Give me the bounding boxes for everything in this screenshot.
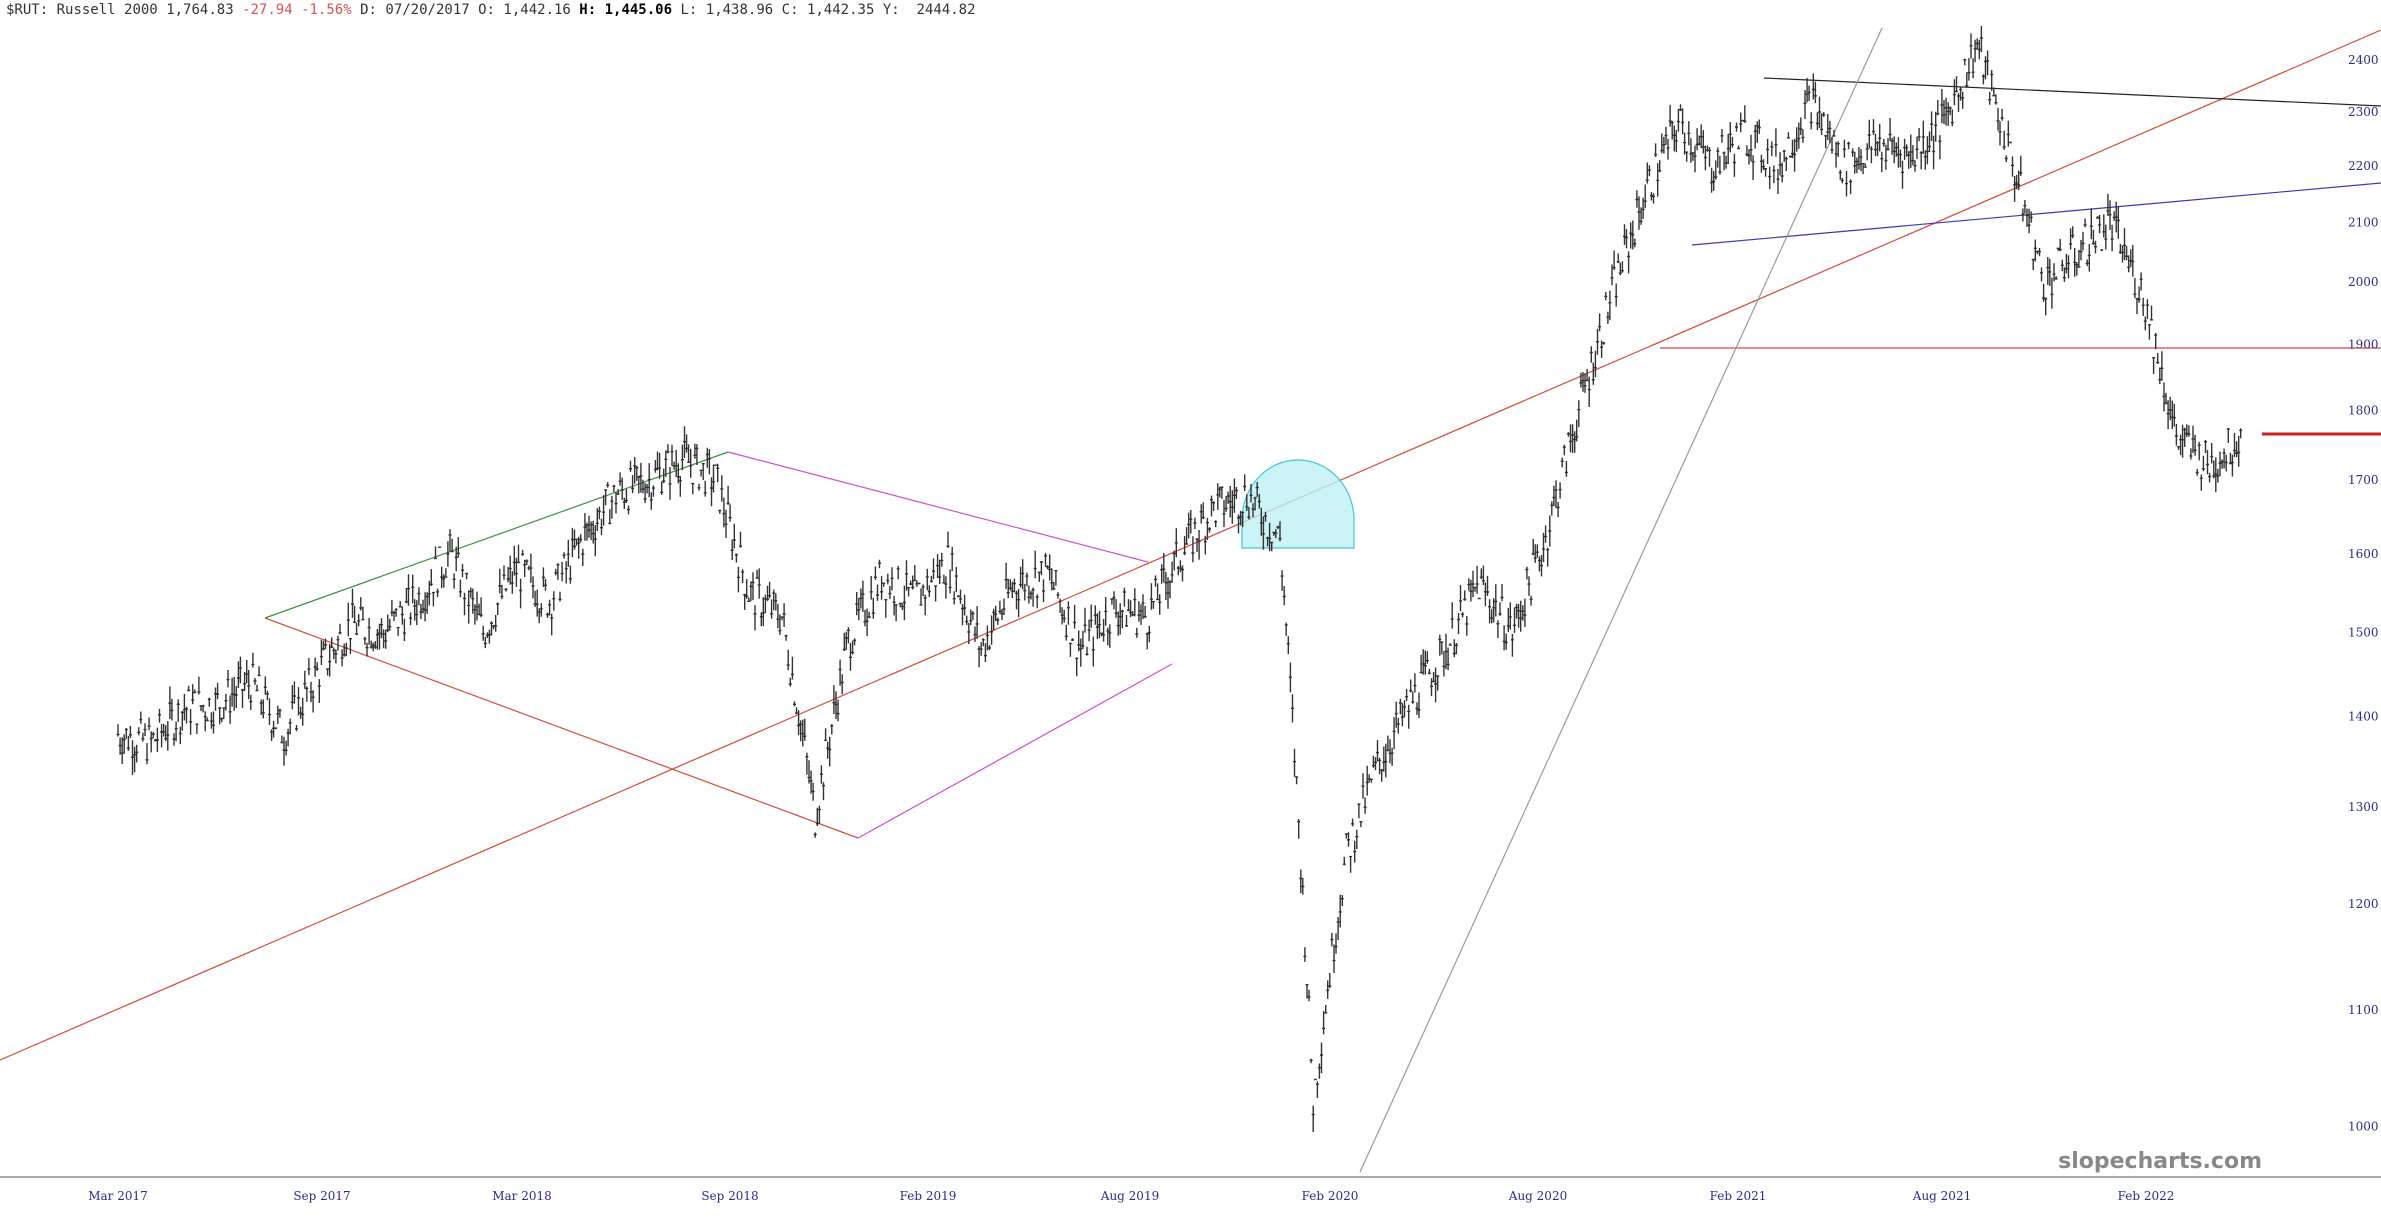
y-label: Y: (882, 2, 900, 18)
y-tick-label: 1600 (2348, 547, 2379, 561)
y-tick-label: 1500 (2348, 625, 2379, 639)
date-label: D: (360, 2, 377, 18)
magenta-lower-trendline (857, 663, 1173, 839)
high-label: H: (579, 2, 597, 18)
x-tick-label: Sep 2018 (701, 1189, 758, 1203)
blue-trendline (1691, 182, 2381, 246)
x-tick-label: Aug 2020 (1508, 1189, 1567, 1203)
instrument-name: Russell 2000 (56, 2, 158, 18)
x-axis: Mar 2017 Sep 2017 Mar 2018 Sep 2018 Feb 2019… (0, 1176, 2381, 1203)
open-value: 1,442.16 (503, 2, 571, 18)
x-tick-label: Mar 2018 (492, 1189, 552, 1203)
y-tick-label: 1400 (2348, 710, 2379, 724)
watermark: slopecharts.com (2058, 1149, 2262, 1174)
y-tick-label: 1000 (2348, 1119, 2379, 1133)
y-tick-label: 1700 (2348, 473, 2379, 487)
y-value: 2444.82 (916, 2, 976, 18)
y-tick-label: 1900 (2348, 338, 2379, 352)
x-tick-label: Feb 2021 (1710, 1189, 1767, 1203)
magenta-upper-trendline (727, 451, 1149, 563)
low-label: L: (680, 2, 698, 18)
price-bars (116, 25, 2243, 1132)
x-tick-label: Feb 2022 (2118, 1189, 2175, 1203)
y-axis: 1000 1100 1200 1300 1400 1500 1600 1700 1800 1900… (2348, 53, 2379, 1133)
x-tick-label: Feb 2019 (900, 1189, 957, 1203)
y-tick-label: 2300 (2348, 105, 2379, 119)
symbol: $RUT: (6, 2, 49, 18)
green-upper-trendline (264, 451, 729, 619)
red-rising-trendline (0, 29, 2381, 1061)
price-change: -27.94 (242, 2, 293, 18)
y-tick-label: 1800 (2348, 403, 2379, 417)
y-tick-label: 2400 (2348, 53, 2379, 67)
x-tick-label: Feb 2020 (1302, 1189, 1359, 1203)
red-lower-trendline (264, 617, 859, 839)
y-tick-label: 2100 (2348, 216, 2379, 230)
close-value: 1,442.35 (806, 2, 875, 18)
price-change-pct: -1.56% (301, 2, 352, 18)
open-label: O: (478, 2, 495, 18)
black-top-trendline (1763, 77, 2381, 107)
y-tick-label: 2000 (2348, 275, 2379, 289)
low-value: 1,438.96 (705, 2, 774, 18)
y-tick-label: 1300 (2348, 800, 2379, 814)
x-tick-label: Aug 2019 (1100, 1189, 1159, 1203)
date-value: 07/20/2017 (385, 2, 470, 18)
close-label: C: (781, 2, 799, 18)
last-price: 1,764.83 (166, 2, 234, 18)
y-tick-label: 2200 (2348, 159, 2379, 173)
price-series (116, 25, 2243, 1132)
gray-steep-trendline (1359, 27, 1883, 1173)
high-value: 1,445.06 (604, 2, 673, 18)
x-tick-label: Aug 2021 (1912, 1189, 1971, 1203)
x-tick-label: Sep 2017 (293, 1189, 350, 1203)
x-tick-label: Mar 2017 (88, 1189, 148, 1203)
y-tick-label: 1200 (2348, 897, 2379, 911)
trendlines-layer (0, 27, 2381, 1173)
quote-header: $RUT: Russell 2000 1,764.83 -27.94 -1.56… (6, 2, 976, 18)
y-tick-label: 1100 (2348, 1003, 2379, 1017)
